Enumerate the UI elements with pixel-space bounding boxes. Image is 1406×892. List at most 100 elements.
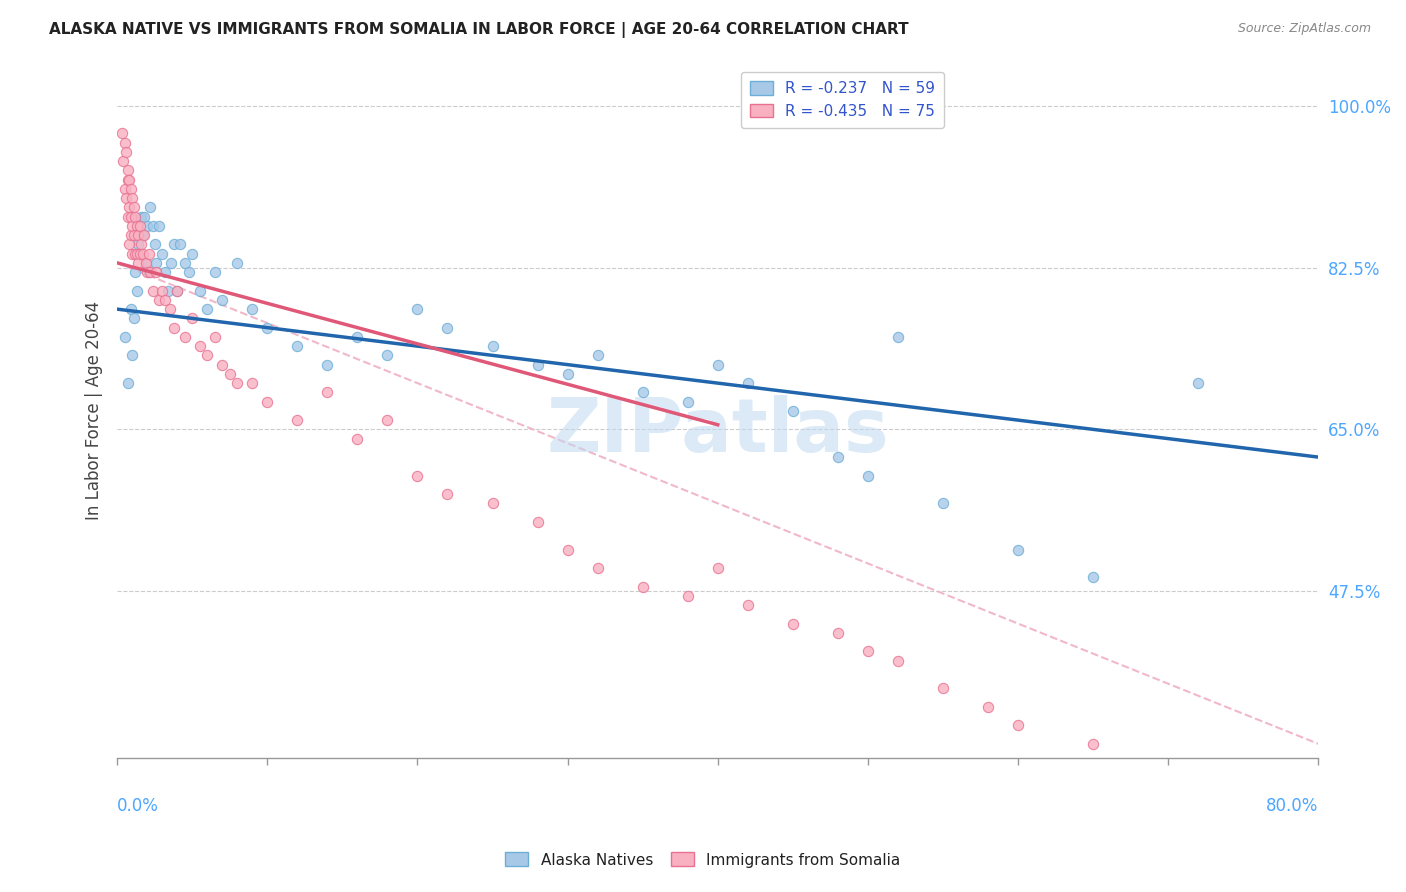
Point (150, 246, 173, 260)
Point (155, 293, 177, 307)
Point (134, 210, 156, 224)
Point (142, 284, 165, 298)
Point (124, 265, 146, 279)
Point (120, 182, 142, 196)
Y-axis label: In Labor Force | Age 20-64: In Labor Force | Age 20-64 (86, 301, 103, 520)
Point (117, 210, 139, 224)
Point (136, 265, 159, 279)
Point (195, 302, 218, 317)
Point (316, 358, 339, 372)
Point (240, 376, 263, 391)
Point (120, 210, 142, 224)
Legend: R = -0.237   N = 59, R = -0.435   N = 75: R = -0.237 N = 59, R = -0.435 N = 75 (741, 71, 945, 128)
Point (204, 265, 226, 279)
Point (557, 542, 579, 557)
Point (406, 468, 429, 483)
Text: 80.0%: 80.0% (1265, 797, 1319, 814)
Point (138, 265, 160, 279)
Point (121, 219, 143, 233)
Point (737, 598, 759, 612)
Point (1007, 542, 1029, 557)
Point (181, 246, 204, 260)
Point (132, 246, 155, 260)
Point (932, 496, 955, 510)
Point (173, 256, 195, 270)
Point (285, 413, 308, 427)
Point (166, 284, 188, 298)
Point (887, 330, 910, 344)
Point (115, 145, 138, 159)
Point (586, 348, 609, 362)
Point (121, 246, 143, 260)
Point (706, 358, 728, 372)
Text: Source: ZipAtlas.com: Source: ZipAtlas.com (1237, 22, 1371, 36)
Point (121, 191, 143, 205)
Point (159, 302, 181, 317)
Point (204, 330, 226, 344)
Point (887, 654, 910, 668)
Point (377, 413, 399, 427)
Point (377, 348, 399, 362)
Point (132, 228, 155, 243)
Point (117, 376, 139, 391)
Point (256, 320, 278, 334)
Point (782, 404, 804, 418)
Point (827, 450, 849, 464)
Point (128, 246, 150, 260)
Legend: Alaska Natives, Immigrants from Somalia: Alaska Natives, Immigrants from Somalia (499, 847, 907, 873)
Point (122, 311, 145, 326)
Point (856, 644, 879, 658)
Point (155, 265, 177, 279)
Point (211, 293, 233, 307)
Point (526, 515, 548, 529)
Point (827, 625, 849, 640)
Point (1187, 376, 1209, 391)
Point (218, 367, 240, 381)
Point (188, 339, 211, 353)
Point (932, 681, 955, 696)
Point (226, 256, 249, 270)
Point (125, 284, 148, 298)
Point (169, 237, 191, 252)
Point (676, 394, 699, 409)
Point (150, 284, 173, 298)
Point (481, 339, 503, 353)
Point (117, 163, 139, 178)
Point (240, 302, 263, 317)
Point (1081, 737, 1104, 751)
Point (179, 265, 201, 279)
Point (143, 237, 166, 252)
Point (481, 496, 503, 510)
Point (1007, 718, 1029, 732)
Point (631, 580, 654, 594)
Point (138, 246, 160, 260)
Point (188, 284, 211, 298)
Point (127, 228, 149, 243)
Point (129, 210, 152, 224)
Point (145, 265, 167, 279)
Point (346, 330, 368, 344)
Point (285, 339, 308, 353)
Point (148, 293, 170, 307)
Point (127, 256, 149, 270)
Point (160, 256, 183, 270)
Point (676, 589, 699, 603)
Point (139, 265, 162, 279)
Point (181, 311, 204, 326)
Point (526, 358, 548, 372)
Point (120, 302, 142, 317)
Point (145, 256, 167, 270)
Point (114, 182, 136, 196)
Point (125, 219, 148, 233)
Point (125, 246, 148, 260)
Point (135, 256, 157, 270)
Point (118, 237, 141, 252)
Point (118, 172, 141, 186)
Point (122, 228, 145, 243)
Point (316, 385, 339, 400)
Text: 0.0%: 0.0% (117, 797, 159, 814)
Point (586, 561, 609, 575)
Point (706, 561, 728, 575)
Text: ALASKA NATIVE VS IMMIGRANTS FROM SOMALIA IN LABOR FORCE | AGE 20-64 CORRELATION : ALASKA NATIVE VS IMMIGRANTS FROM SOMALIA… (49, 22, 908, 38)
Point (122, 201, 145, 215)
